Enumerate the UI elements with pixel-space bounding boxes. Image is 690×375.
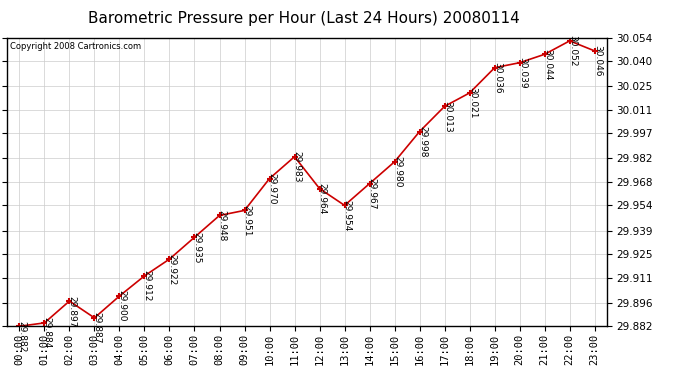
Text: 29.900: 29.900 — [118, 291, 127, 322]
Text: 29.882: 29.882 — [18, 321, 27, 352]
Text: 30.046: 30.046 — [593, 45, 602, 77]
Text: 29.967: 29.967 — [368, 178, 377, 210]
Text: 29.998: 29.998 — [418, 126, 427, 158]
Text: 29.970: 29.970 — [268, 173, 277, 204]
Text: 29.948: 29.948 — [218, 210, 227, 241]
Text: 29.980: 29.980 — [393, 156, 402, 188]
Text: 29.935: 29.935 — [193, 232, 201, 263]
Text: 30.036: 30.036 — [493, 62, 502, 94]
Text: 30.013: 30.013 — [443, 101, 452, 132]
Text: 29.897: 29.897 — [68, 296, 77, 327]
Text: 29.951: 29.951 — [243, 205, 252, 236]
Text: 29.912: 29.912 — [143, 270, 152, 302]
Text: 29.887: 29.887 — [92, 312, 101, 344]
Text: Barometric Pressure per Hour (Last 24 Hours) 20080114: Barometric Pressure per Hour (Last 24 Ho… — [88, 11, 520, 26]
Text: 29.954: 29.954 — [343, 200, 352, 231]
Text: 30.021: 30.021 — [468, 87, 477, 119]
Text: 30.052: 30.052 — [568, 35, 577, 67]
Text: 29.964: 29.964 — [318, 183, 327, 214]
Text: 29.884: 29.884 — [43, 317, 52, 349]
Text: 30.039: 30.039 — [518, 57, 527, 89]
Text: 29.983: 29.983 — [293, 151, 302, 183]
Text: 29.922: 29.922 — [168, 254, 177, 285]
Text: 30.044: 30.044 — [543, 49, 552, 80]
Text: Copyright 2008 Cartronics.com: Copyright 2008 Cartronics.com — [10, 42, 141, 51]
